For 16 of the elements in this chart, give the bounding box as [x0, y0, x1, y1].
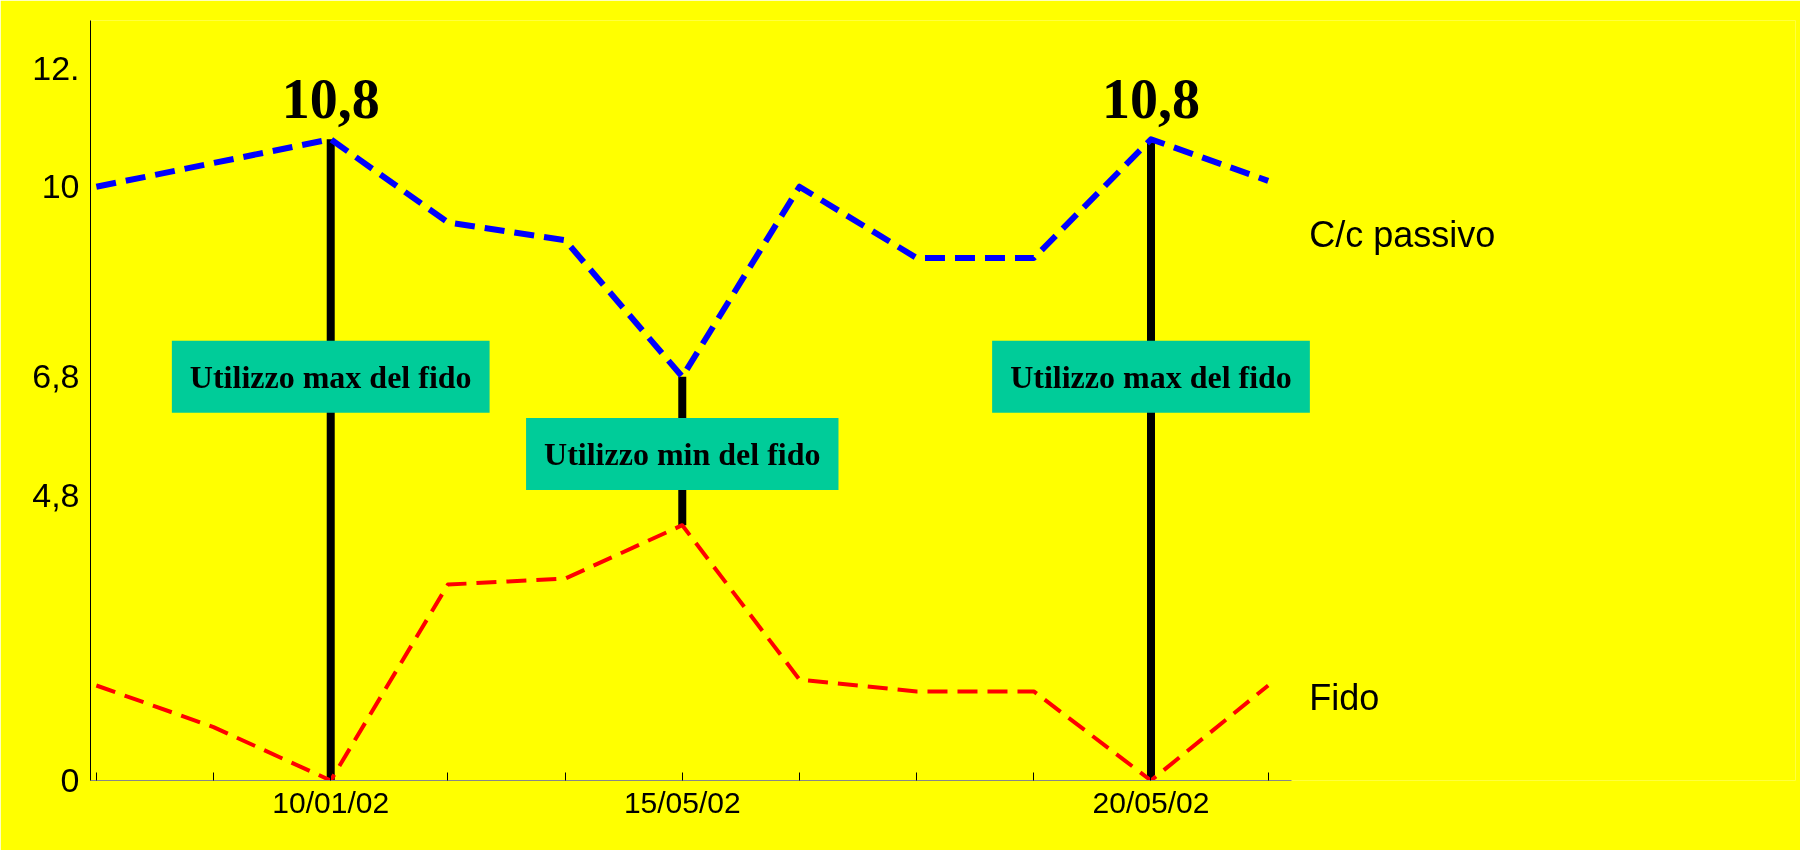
y-tick-label: 10 — [41, 167, 80, 206]
annotation: Utilizzo max del fido — [189, 358, 472, 395]
x-tick-label: 10/01/02 — [272, 785, 390, 819]
annotation: 10,8 — [281, 68, 380, 131]
annotation: 10,8 — [1102, 68, 1200, 131]
x-tick-label: 15/05/02 — [623, 785, 741, 819]
y-tick-label: 6,8 — [32, 357, 80, 396]
y-tick-label: 0 — [60, 761, 80, 799]
annotation: Utilizzo max del fido — [1010, 358, 1292, 395]
y-tick-label: 4,8 — [32, 476, 80, 514]
x-tick-label: 20/05/02 — [1092, 785, 1210, 819]
series-label: C/c passivo — [1309, 213, 1496, 255]
line-series — [94, 523, 1271, 781]
y-tick-label: 12. — [32, 48, 80, 87]
annotation: Utilizzo min del fido — [544, 435, 821, 472]
series-label: Fido — [1309, 676, 1380, 718]
